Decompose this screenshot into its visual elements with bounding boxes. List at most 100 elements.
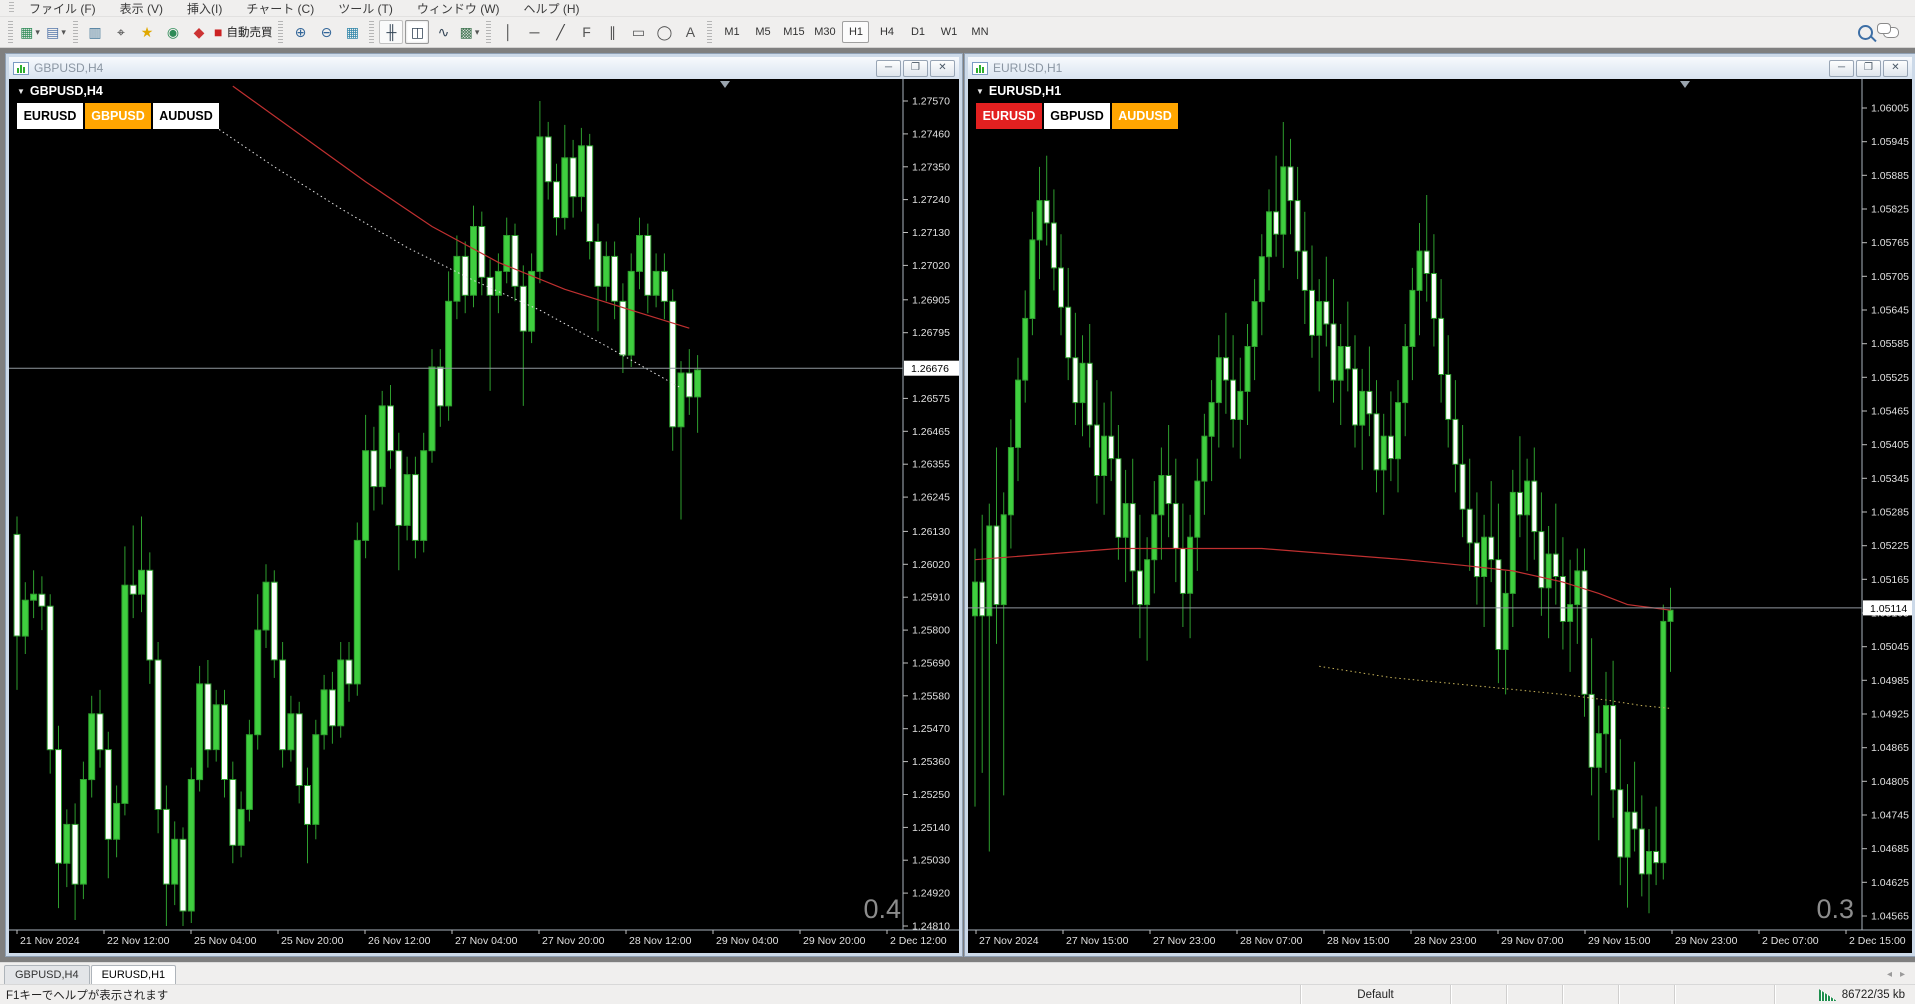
timeframe-button-m1[interactable]: M1 — [724, 26, 740, 38]
tab-gbpusd-h4[interactable]: GBPUSD,H4 — [4, 965, 90, 984]
candle — [1007, 447, 1014, 516]
close-button[interactable]: ✕ — [1883, 59, 1908, 77]
symbol-button-gbpusd[interactable]: GBPUSD — [1044, 103, 1110, 129]
price-axis-label: 1.26020 — [912, 559, 950, 571]
trendline-icon: ╱ — [556, 23, 565, 40]
zoom-out-button[interactable]: ⊖ — [314, 20, 338, 44]
candle — [395, 450, 403, 526]
ellipse-button[interactable]: ◯ — [652, 20, 676, 44]
tab-scroll-left-icon[interactable]: ◂ — [1886, 969, 1892, 980]
mdi-area: GBPUSD,H4 ─ ❐ ✕ 1.27570 1.27460 1.27350 1.2… — [0, 48, 1915, 962]
candle — [1660, 620, 1667, 864]
candle — [1610, 705, 1617, 791]
chart-canvas[interactable]: 1.06005 1.05945 1.05885 1.05825 1.05765 1.057… — [968, 79, 1912, 953]
timeframe-button-h1[interactable]: H1 — [842, 21, 870, 43]
time-axis-label: 2 Dec 15:00 — [1849, 935, 1906, 947]
tab-eurusd-h1[interactable]: EURUSD,H1 — [90, 965, 177, 984]
candle — [1237, 390, 1244, 420]
restore-button[interactable]: ❐ — [1856, 59, 1881, 77]
menu-item[interactable]: 挿入(I) — [187, 1, 223, 16]
timeframe-button-mn[interactable]: MN — [971, 26, 989, 38]
indicators-button[interactable]: ▩ ▾ — [457, 20, 481, 44]
navigator-button[interactable]: ★ — [135, 20, 159, 44]
vertical-line-button[interactable]: │ — [496, 20, 520, 44]
time-axis-label: 27 Nov 23:00 — [1153, 935, 1216, 947]
profiles-button[interactable]: ▤ ▾ — [44, 20, 68, 44]
candle — [1416, 250, 1423, 291]
timeframe-button-m30[interactable]: M30 — [814, 26, 836, 38]
symbol-period-label[interactable]: ▼ EURUSD,H1 — [976, 84, 1062, 98]
candle — [1316, 301, 1323, 336]
line-chart-mode-button[interactable]: ∿ — [431, 20, 455, 44]
candle — [1172, 503, 1179, 550]
candle — [553, 181, 560, 219]
search-button[interactable] — [1853, 20, 1877, 44]
horizontal-line-button[interactable]: ─ — [522, 20, 546, 44]
price-axis[interactable]: 1.06005 1.05945 1.05885 1.05825 1.05765 1.057… — [1861, 79, 1909, 930]
timeframe-button-h4[interactable]: H4 — [879, 26, 894, 38]
candle — [237, 808, 245, 846]
tab-scroll-right-icon[interactable]: ▸ — [1899, 969, 1905, 980]
new-chart-button[interactable]: ▦ ▾ — [18, 20, 42, 44]
autotrading-button[interactable]: ■ 自動売買 — [213, 20, 273, 44]
restore-button[interactable]: ❐ — [903, 59, 928, 77]
symbol-button-gbpusd[interactable]: GBPUSD — [85, 103, 151, 129]
menu-item[interactable]: 表示 (V) — [119, 1, 164, 16]
menu-item[interactable]: ファイル (F) — [29, 1, 96, 16]
candle — [221, 704, 228, 780]
candle — [594, 241, 602, 287]
tile-windows-button[interactable]: ▦ — [340, 20, 364, 44]
text-button[interactable]: A — [678, 20, 702, 44]
menu-item[interactable]: ツール (T) — [338, 1, 393, 16]
timeframe-button-m5[interactable]: M5 — [755, 26, 771, 38]
menu-item[interactable]: ウィンドウ (W) — [416, 1, 500, 16]
candle — [1567, 604, 1574, 622]
menu-item[interactable]: チャート (C) — [246, 1, 315, 16]
price-axis-label: 1.26905 — [912, 294, 950, 306]
time-axis-label: 21 Nov 2024 — [20, 935, 80, 947]
timeframe-button-m15[interactable]: M15 — [783, 26, 805, 38]
timeframe-button-w1[interactable]: W1 — [940, 26, 958, 38]
symbol-switch-buttons: EURUSD GBPUSD AUDUSD — [976, 103, 1178, 129]
ma-dotted-line — [1319, 665, 1671, 709]
symbol-period-label[interactable]: ▼ GBPUSD,H4 — [17, 84, 103, 98]
trendline-button[interactable]: ╱ — [548, 20, 572, 44]
candle — [1495, 559, 1502, 651]
menu-item[interactable]: ヘルプ (H) — [523, 1, 580, 16]
price-axis[interactable]: 1.27570 1.27460 1.27350 1.27240 1.27130 1.270… — [902, 79, 950, 933]
chat-button[interactable] — [1877, 20, 1903, 44]
chart-body[interactable]: 1.27570 1.27460 1.27350 1.27240 1.27130 1.270… — [9, 79, 959, 953]
chart-body[interactable]: 1.06005 1.05945 1.05885 1.05825 1.05765 1.057… — [968, 79, 1912, 953]
candle — [519, 285, 527, 332]
symbol-button-eurusd[interactable]: EURUSD — [17, 103, 83, 129]
new-order-button[interactable]: ◆ — [187, 20, 211, 44]
candle — [494, 270, 502, 296]
candle — [652, 270, 660, 296]
horizontal-line-icon: ─ — [529, 24, 540, 40]
minimize-button[interactable]: ─ — [876, 59, 901, 77]
market-watch-button[interactable]: ▥ — [83, 20, 107, 44]
time-axis[interactable]: 21 Nov 2024 22 Nov 12:00 25 Nov 04:00 25 No… — [9, 929, 959, 947]
close-button[interactable]: ✕ — [930, 59, 955, 77]
zoom-in-button[interactable]: ⊕ — [288, 20, 312, 44]
time-axis[interactable]: 27 Nov 2024 27 Nov 15:00 27 Nov 23:00 28 No… — [968, 929, 1912, 947]
terminal-button[interactable]: ◉ — [161, 20, 185, 44]
fibonacci-button[interactable]: F — [574, 20, 598, 44]
timeframe-button-d1[interactable]: D1 — [910, 26, 925, 38]
candle — [270, 581, 278, 661]
candle — [13, 533, 21, 637]
window-titlebar[interactable]: EURUSD,H1 ─ ❐ ✕ — [968, 57, 1912, 79]
symbol-button-audusd[interactable]: AUDUSD — [1112, 103, 1178, 129]
symbol-button-eurusd[interactable]: EURUSD — [976, 103, 1042, 129]
symbol-button-audusd[interactable]: AUDUSD — [153, 103, 219, 129]
rectangle-button[interactable]: ▭ — [626, 20, 650, 44]
chart-window-gbpusd-h4: GBPUSD,H4 ─ ❐ ✕ 1.27570 1.27460 1.27350 1.2… — [5, 53, 963, 957]
window-titlebar[interactable]: GBPUSD,H4 ─ ❐ ✕ — [9, 57, 959, 79]
data-window-button[interactable]: ⌖ — [109, 20, 133, 44]
minimize-button[interactable]: ─ — [1829, 59, 1854, 77]
candlestick-mode-button[interactable]: ◫ — [405, 20, 430, 44]
status-profile[interactable]: Default — [1301, 985, 1451, 1004]
chart-canvas[interactable]: 1.27570 1.27460 1.27350 1.27240 1.27130 1.270… — [9, 79, 959, 953]
bar-chart-mode-button[interactable]: ╫ — [379, 20, 404, 44]
channel-button[interactable]: ∥ — [600, 20, 624, 44]
